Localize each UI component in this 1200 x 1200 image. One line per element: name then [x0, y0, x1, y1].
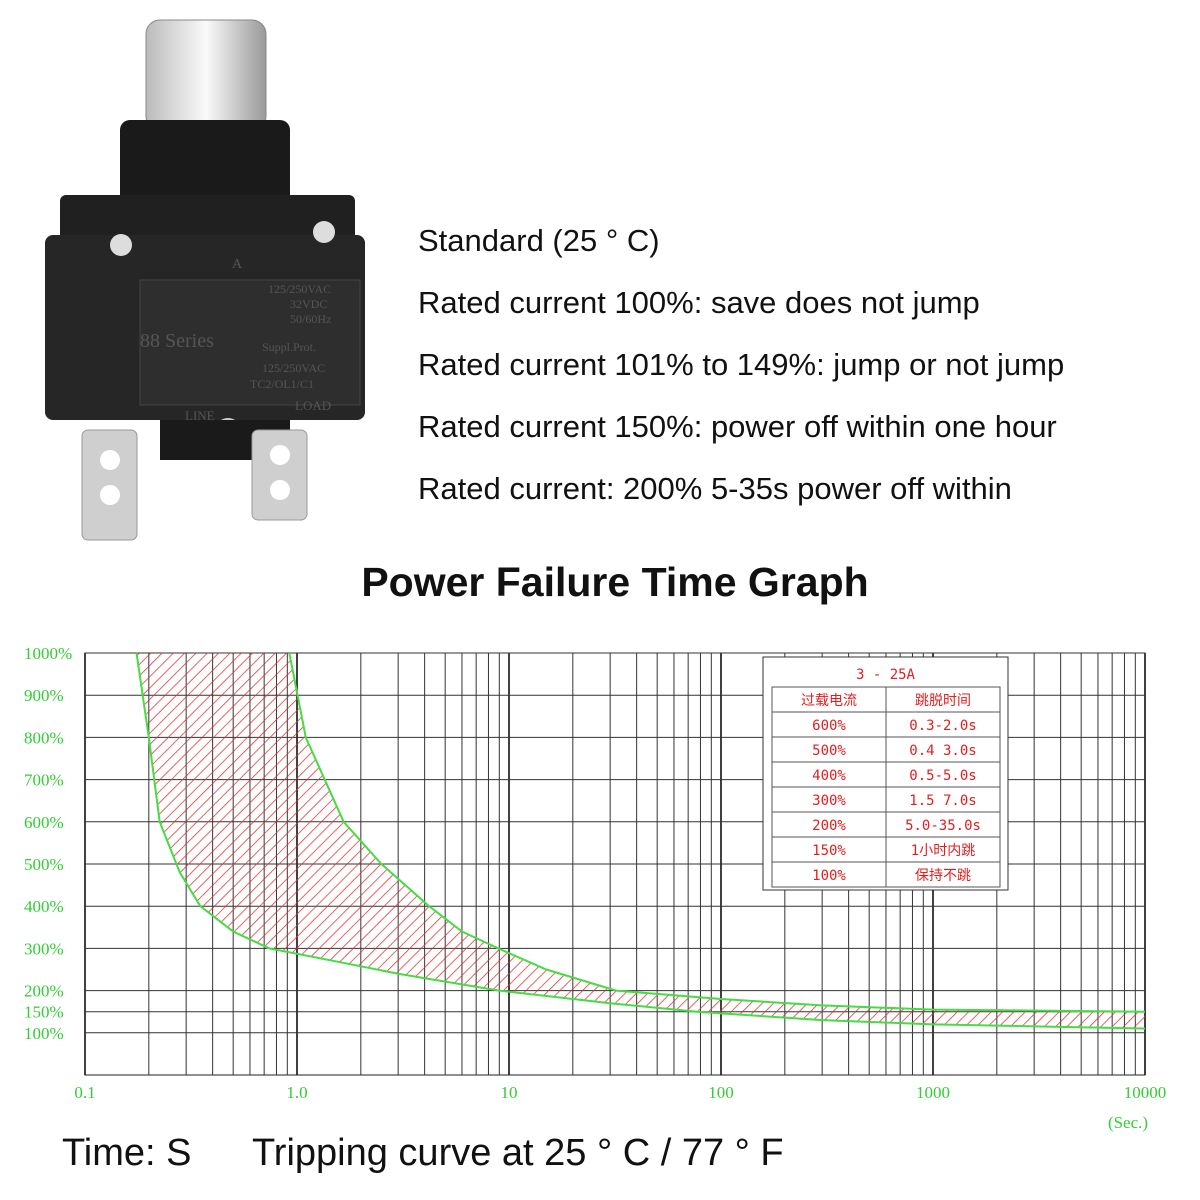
curve [135, 652, 1146, 1030]
product-label: 50/60Hz [290, 312, 331, 326]
table-cell: 0.4 3.0s [909, 743, 976, 759]
y-tick-label: 600% [24, 813, 64, 832]
table-cell: 1小时内跳 [911, 843, 975, 859]
y-tick-label: 500% [24, 855, 64, 874]
x-tick-label: 10000 [1124, 1083, 1167, 1102]
table-cell: 400% [812, 768, 846, 784]
spec-line: Rated current 150%: power off within one… [418, 409, 1057, 444]
table-cell: 0.5-5.0s [909, 768, 976, 784]
product-label: A [232, 257, 243, 272]
table-cell: 1.5 7.0s [909, 793, 976, 809]
y-tick-label: 200% [24, 982, 64, 1001]
table-cell: 5.0-35.0s [905, 818, 981, 834]
x-tick-label: 100 [708, 1083, 734, 1102]
table-cell: 200% [812, 818, 846, 834]
y-tick-label: 800% [24, 728, 64, 747]
x-tick-label: 0.1 [74, 1083, 95, 1102]
product-label: LOAD [295, 398, 331, 413]
y-tick-label: 400% [24, 897, 64, 916]
spec-line: Rated current 100%: save does not jump [418, 285, 980, 320]
table-cell: 600% [812, 718, 846, 734]
chart-title: Power Failure Time Graph [361, 559, 868, 605]
footer-text: Tripping curve at 25 ° C / 77 ° F [252, 1132, 784, 1174]
product-label: 88 Series [140, 330, 214, 352]
table-cell: 0.3-2.0s [909, 718, 976, 734]
footer-text: Time: S [62, 1132, 192, 1174]
product-label: TC2/OL1/C1 [250, 377, 314, 391]
product-label: 125/250VAC [268, 282, 331, 296]
y-tick-label: 300% [24, 939, 64, 958]
product-label: 32VDC [290, 297, 327, 311]
table-cell: 跳脱时间 [915, 693, 971, 709]
curve [288, 652, 1146, 1013]
table-cell: 保持不跳 [915, 868, 971, 884]
table-cell: 500% [812, 743, 846, 759]
table-cell: 过载电流 [801, 693, 857, 709]
product-label: Suppl.Prot. [262, 340, 316, 354]
table-cell: 100% [812, 868, 846, 884]
product-label: 125/250VAC [262, 361, 325, 375]
x-tick-label: 10 [501, 1083, 518, 1102]
table-title: 3 - 25A [856, 667, 916, 683]
table-cell: 150% [812, 843, 846, 859]
y-tick-label: 900% [24, 686, 64, 705]
table-cell: 300% [812, 793, 846, 809]
y-tick-label: 150% [24, 1003, 64, 1022]
x-tick-label: 1000 [916, 1083, 950, 1102]
spec-line: Rated current 101% to 149%: jump or not … [418, 347, 1064, 382]
x-tick-label: 1.0 [286, 1083, 307, 1102]
y-tick-label: 700% [24, 771, 64, 790]
breaker-illustration [45, 19, 365, 541]
product-label: LINE [185, 408, 215, 423]
x-axis-label: (Sec.) [1108, 1113, 1148, 1132]
spec-line: Rated current: 200% 5-35s power off with… [418, 471, 1012, 506]
spec-line: Standard (25 ° C) [418, 223, 660, 258]
y-tick-label: 100% [24, 1024, 64, 1043]
band-fill [136, 653, 1146, 1029]
y-tick-label: 1000% [24, 644, 72, 663]
